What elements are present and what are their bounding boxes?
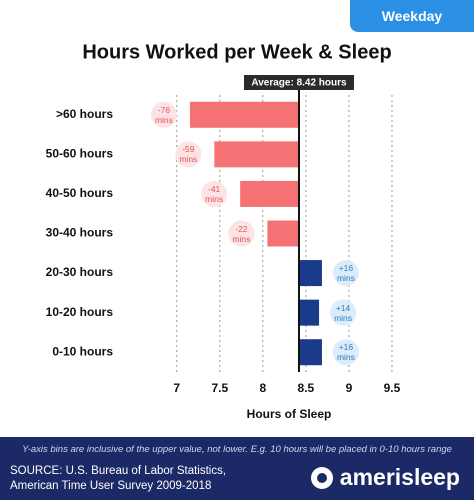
value-label-bubble	[330, 299, 357, 326]
brand: amerisleep	[310, 464, 460, 491]
bar	[267, 220, 299, 247]
chart-title: Hours Worked per Week & Sleep	[82, 41, 391, 63]
bar	[298, 260, 322, 287]
value-label: -76 mins	[154, 104, 173, 125]
value-label: -59 mins	[179, 144, 198, 165]
source-line: American Time User Survey 2009-2018	[10, 480, 212, 492]
bar	[189, 101, 299, 128]
footer: Y-axis bins are inclusive of the upper v…	[0, 437, 474, 500]
value-label-box: -76 mins	[154, 104, 173, 125]
average-label-box	[243, 75, 354, 90]
average-label: Average: 8.42 hours	[251, 78, 347, 89]
x-tick-label: 7	[173, 381, 180, 395]
y-tick-label: 50-60 hours	[46, 147, 114, 161]
bar	[240, 180, 299, 207]
footer-note: Y-axis bins are inclusive of the upper v…	[22, 444, 452, 455]
x-tick-label: 8.5	[298, 381, 315, 395]
value-label-box: +14 mins	[334, 302, 353, 323]
y-tick-label: 30-40 hours	[46, 226, 114, 240]
y-tick-label: 20-30 hours	[46, 265, 114, 279]
x-axis-label: Hours of Sleep	[247, 407, 332, 421]
value-label-box: -41 mins	[205, 183, 224, 204]
value-label-bubble	[228, 220, 255, 247]
y-tick-label: 0-10 hours	[52, 344, 113, 358]
y-tick-label: >60 hours	[56, 107, 113, 121]
y-tick-label: 10-20 hours	[46, 305, 114, 319]
brand-logo	[310, 466, 333, 489]
y-tick-label: 40-50 hours	[46, 186, 114, 200]
value-label: -22 mins	[232, 223, 251, 244]
value-label: +16 mins	[336, 342, 355, 363]
bar	[298, 299, 320, 326]
value-label: +16 mins	[336, 263, 355, 284]
source-line: SOURCE: U.S. Bureau of Labor Statistics,	[10, 465, 227, 477]
weekday-tab[interactable]: Weekday	[350, 0, 474, 32]
value-label-box: +16 mins	[336, 342, 355, 363]
value-label-box: +16 mins	[336, 263, 355, 284]
value-label-bubble	[150, 101, 177, 128]
x-tick-label: 9	[346, 381, 353, 395]
value-label: +14 mins	[334, 302, 353, 323]
value-label-box: -22 mins	[232, 223, 251, 244]
value-label-bubble	[332, 339, 359, 366]
value-label-bubble	[201, 180, 228, 207]
chart: Hours Worked per Week & Sleep Hours of S…	[45, 41, 401, 422]
x-tick-label: 7.5	[211, 381, 228, 395]
brand-name: amerisleep	[339, 464, 460, 490]
bar	[214, 141, 299, 168]
bar	[298, 339, 322, 366]
value-label-bubble	[332, 260, 359, 287]
value-label: -41 mins	[205, 183, 224, 204]
x-tick-label: 8	[259, 381, 266, 395]
value-label-bubble	[175, 141, 202, 168]
x-tick-label: 9.5	[384, 381, 401, 395]
value-label-box: -59 mins	[179, 144, 198, 165]
